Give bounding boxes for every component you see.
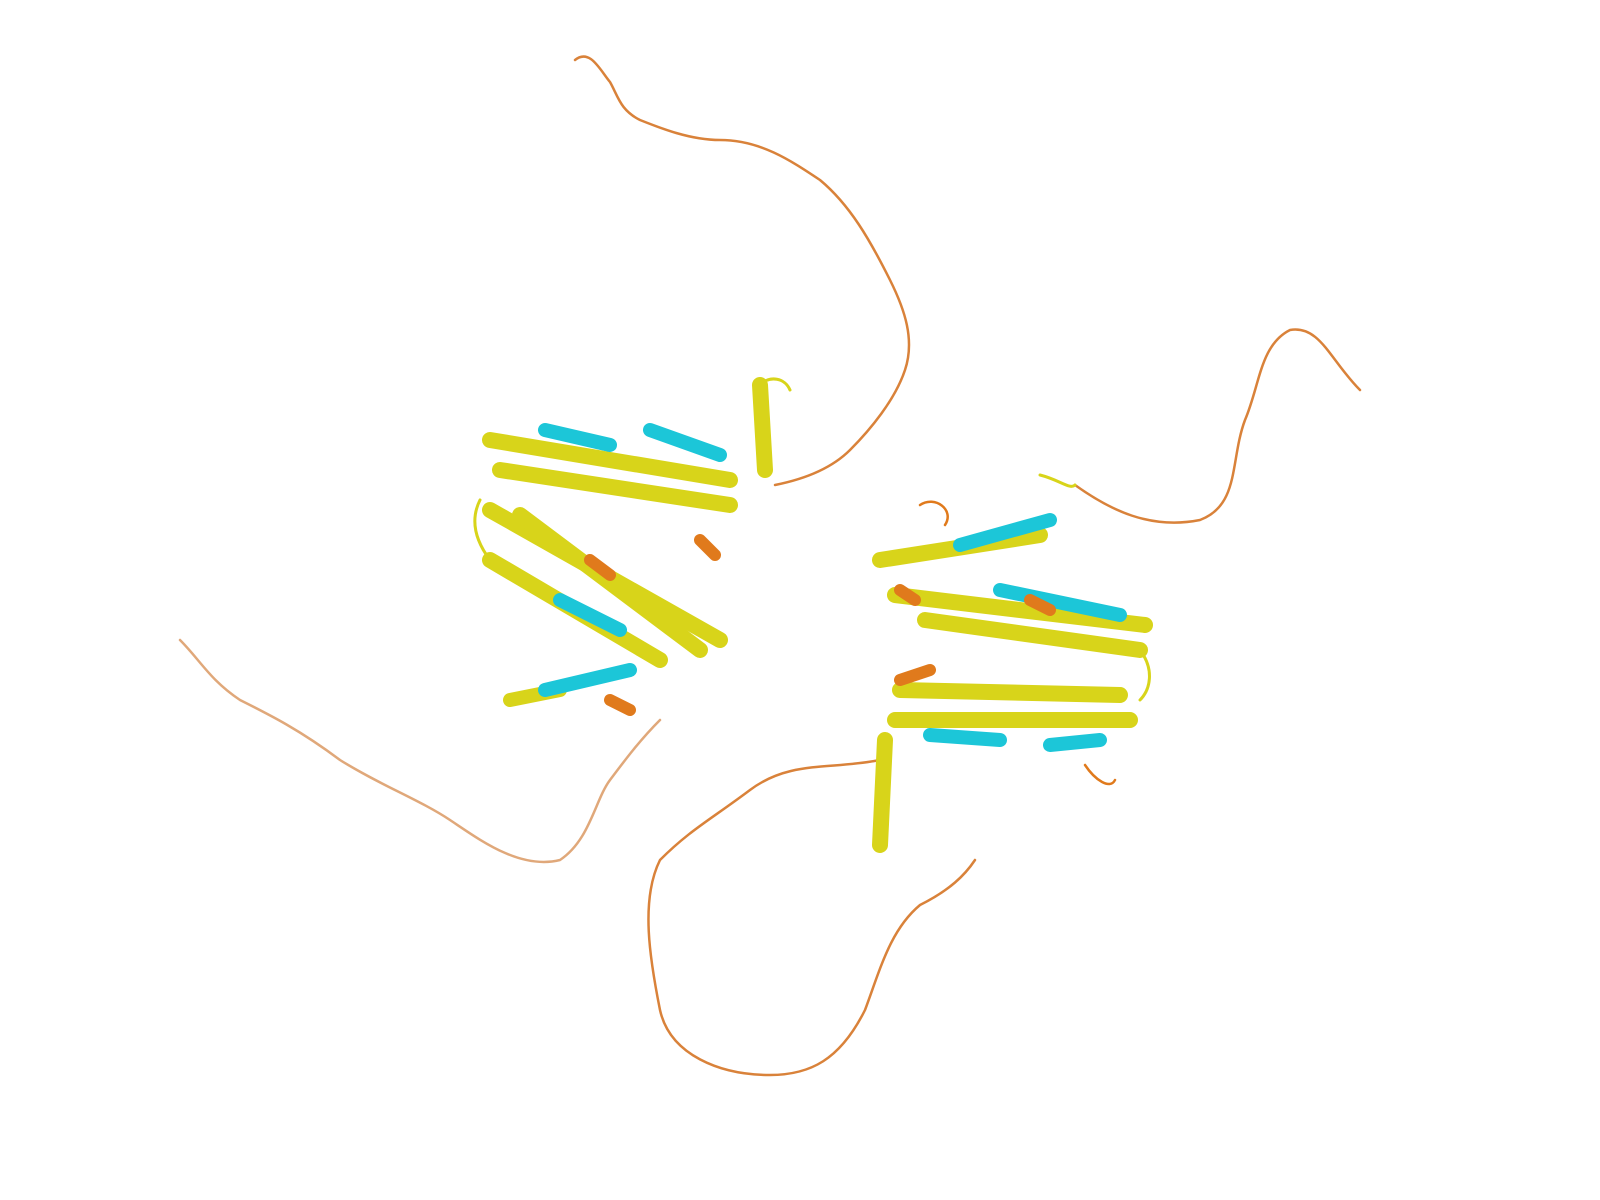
- helix: [584, 554, 616, 581]
- coil-tail-bottom-left: [178, 638, 662, 864]
- helix: [512, 507, 708, 658]
- loop: [1038, 473, 1151, 702]
- coil-tail-top-left: [573, 55, 911, 487]
- helix: [892, 682, 1128, 703]
- helix: [894, 664, 936, 686]
- helix: [538, 663, 637, 697]
- loop: [918, 500, 1117, 786]
- helix: [1043, 733, 1107, 752]
- helix: [752, 377, 773, 478]
- molecule-left: [473, 377, 792, 716]
- helix: [894, 584, 921, 606]
- helix: [953, 513, 1057, 552]
- helix: [694, 534, 721, 561]
- helix: [887, 587, 1153, 633]
- helix: [643, 423, 727, 462]
- helix: [993, 583, 1127, 622]
- helix: [1024, 594, 1056, 616]
- coil-tail-bottom-right: [647, 758, 977, 1077]
- helix: [604, 694, 636, 716]
- helix: [482, 432, 738, 488]
- molecule-right: [872, 473, 1153, 853]
- helix: [492, 462, 738, 513]
- helix: [553, 593, 627, 637]
- helix: [917, 612, 1148, 658]
- helix: [538, 423, 617, 452]
- helix: [923, 728, 1007, 747]
- coil-tail-top-right: [1073, 328, 1362, 524]
- loop: [473, 377, 792, 562]
- helix: [872, 732, 893, 853]
